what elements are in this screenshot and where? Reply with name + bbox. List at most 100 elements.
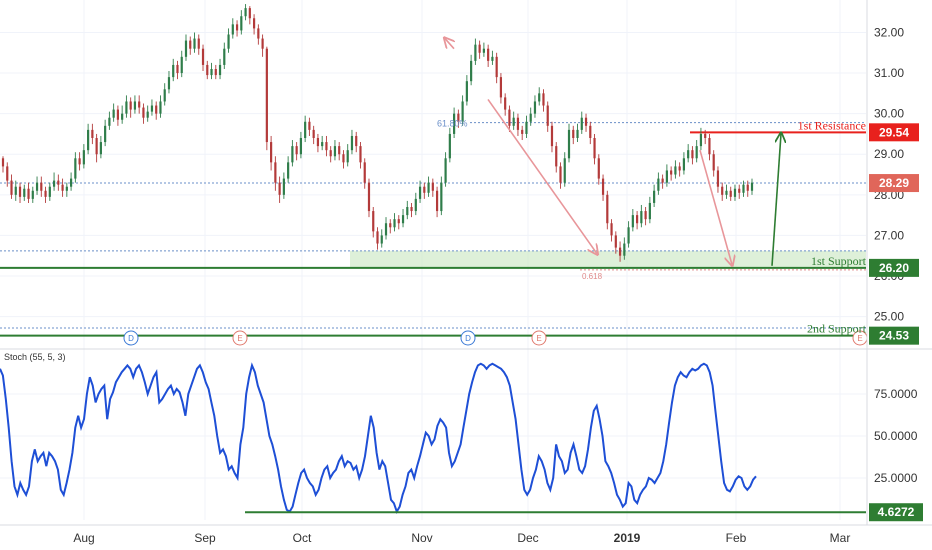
badge-2nd-support: 24.53: [869, 326, 919, 345]
candle: [99, 135, 102, 159]
candle: [559, 162, 562, 189]
candle: [623, 237, 626, 260]
candle: [512, 111, 515, 130]
candle: [278, 176, 281, 203]
svg-text:24.53: 24.53: [879, 329, 909, 343]
candle: [48, 182, 51, 201]
candle: [325, 135, 328, 157]
level-layer: [0, 122, 866, 337]
level-name-1st-resistance: 1st Resistance: [798, 118, 866, 132]
candle: [674, 160, 677, 179]
candle: [367, 178, 371, 218]
candle: [665, 164, 668, 187]
candle: [223, 42, 226, 69]
candle: [108, 111, 111, 130]
candle: [499, 73, 503, 104]
candle: [640, 204, 643, 228]
candle: [167, 71, 171, 94]
candle: [380, 229, 383, 248]
candle: [355, 131, 358, 153]
level-name-1st-support: 1st Support: [811, 254, 867, 268]
candle: [597, 154, 600, 185]
level-name-2nd-support: 2nd Support: [807, 322, 867, 336]
candle: [644, 207, 647, 226]
candle: [470, 54, 473, 86]
svg-text:26.20: 26.20: [879, 261, 909, 275]
candle: [163, 83, 166, 106]
candle: [453, 107, 456, 138]
candle: [461, 95, 464, 126]
candle: [733, 184, 737, 201]
earnings-marker[interactable]: E: [232, 330, 248, 346]
candle: [721, 182, 724, 201]
candle: [231, 18, 234, 39]
projection-arrow-2: [699, 149, 732, 264]
svg-text:E: E: [857, 334, 862, 343]
candle: [316, 133, 320, 153]
candle: [265, 46, 268, 151]
candle: [610, 219, 613, 242]
candle-layer: [1, 4, 754, 262]
candle: [435, 186, 439, 218]
candle: [542, 89, 545, 112]
badge-1st-support: 26.20: [869, 258, 919, 277]
candle: [708, 133, 711, 161]
candle: [618, 241, 622, 262]
candle: [295, 142, 298, 161]
candle: [287, 156, 290, 183]
candle: [376, 227, 379, 250]
candle: [346, 144, 349, 167]
drawing-layer: [378, 39, 782, 266]
candle: [69, 172, 73, 191]
candle: [495, 52, 498, 84]
candle: [257, 24, 260, 45]
candle: [750, 178, 754, 195]
svg-text:D: D: [465, 334, 471, 343]
candle: [214, 64, 217, 80]
candle: [482, 42, 485, 57]
candle: [572, 125, 575, 145]
candle: [308, 117, 311, 136]
candle: [44, 186, 47, 203]
badge-last-price: 28.29: [869, 174, 919, 193]
candle: [576, 123, 579, 143]
candle: [704, 129, 707, 145]
price-tick-label: 27.00: [874, 228, 904, 242]
candle: [614, 231, 617, 254]
dividend-marker[interactable]: D: [123, 330, 139, 346]
price-tick-label: 30.00: [874, 107, 904, 121]
candle: [457, 109, 460, 128]
stoch-series-line: [0, 362, 757, 514]
candle: [627, 221, 630, 248]
candle: [401, 209, 405, 228]
candle: [121, 105, 124, 124]
candle: [389, 219, 392, 234]
candle: [282, 172, 285, 199]
dividend-marker[interactable]: D: [460, 330, 476, 346]
candle: [372, 207, 375, 238]
candle: [742, 180, 745, 197]
earnings-marker[interactable]: E: [531, 330, 547, 346]
svg-text:4.6272: 4.6272: [878, 505, 915, 519]
candle: [189, 36, 192, 55]
candle: [184, 34, 188, 61]
candle: [23, 184, 26, 201]
candle: [252, 14, 256, 35]
candle: [406, 200, 409, 220]
support-zone: [350, 250, 866, 268]
candle: [580, 111, 583, 134]
candle: [82, 144, 85, 169]
svg-text:28.29: 28.29: [879, 176, 909, 190]
candle: [27, 182, 30, 203]
projection-arrow-1: [487, 98, 597, 253]
fib-label-618-percent: 61.80%: [437, 119, 468, 129]
projection-arrow-top: [445, 39, 454, 50]
candle: [240, 10, 243, 35]
candle: [653, 184, 656, 207]
candle: [465, 75, 468, 106]
fib-label-0618: 0.618: [582, 272, 603, 281]
candle: [350, 129, 354, 155]
candle: [648, 196, 651, 224]
candle: [533, 95, 537, 118]
svg-text:29.54: 29.54: [879, 125, 909, 139]
